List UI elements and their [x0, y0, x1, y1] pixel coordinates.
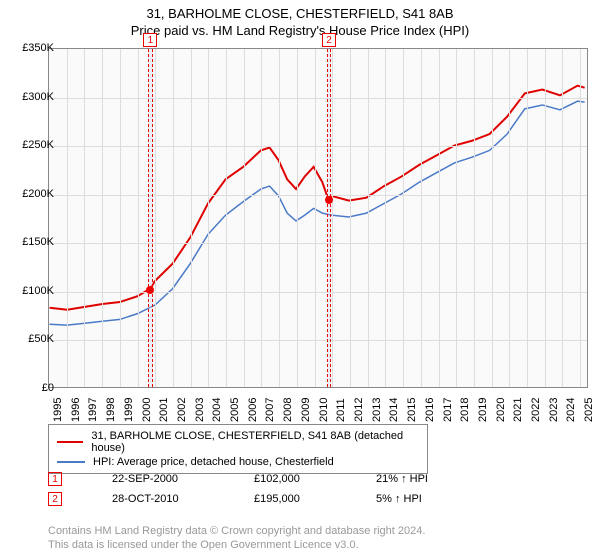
x-axis-label: 2020: [495, 398, 507, 422]
footnotes: 1 22-SEP-2000 £102,000 21% ↑ HPI 2 28-OC…: [48, 472, 428, 512]
chart-subtitle: Price paid vs. HM Land Registry's House …: [0, 23, 600, 38]
x-axis-label: 2010: [318, 398, 330, 422]
y-axis-label: £300K: [10, 91, 54, 103]
legend-row: 31, BARHOLME CLOSE, CHESTERFIELD, S41 8A…: [57, 429, 419, 455]
legend-label-hpi: HPI: Average price, detached house, Ches…: [93, 456, 334, 468]
y-axis-label: £200K: [10, 188, 54, 200]
footnote-row: 1 22-SEP-2000 £102,000 21% ↑ HPI: [48, 472, 428, 486]
footnote-row: 2 28-OCT-2010 £195,000 5% ↑ HPI: [48, 492, 428, 506]
x-axis-label: 2019: [477, 398, 489, 422]
x-axis-label: 2021: [512, 398, 524, 422]
x-axis-label: 2022: [530, 398, 542, 422]
x-axis-label: 1998: [105, 398, 117, 422]
y-axis-label: £100K: [10, 285, 54, 297]
x-axis-label: 2023: [548, 398, 560, 422]
copyright-line: This data is licensed under the Open Gov…: [48, 538, 425, 552]
x-axis-label: 2006: [247, 398, 259, 422]
x-axis-label: 2002: [176, 398, 188, 422]
x-axis-label: 2001: [158, 398, 170, 422]
footnote-price: £102,000: [254, 473, 344, 485]
y-axis-label: £150K: [10, 236, 54, 248]
footnote-badge: 1: [48, 472, 62, 486]
footnote-date: 22-SEP-2000: [112, 473, 222, 485]
copyright: Contains HM Land Registry data © Crown c…: [48, 524, 425, 553]
x-axis-label: 1995: [52, 398, 64, 422]
x-axis-label: 2000: [141, 398, 153, 422]
chart-container: 31, BARHOLME CLOSE, CHESTERFIELD, S41 8A…: [0, 0, 600, 560]
x-axis-label: 2016: [424, 398, 436, 422]
x-axis-label: 2003: [194, 398, 206, 422]
footnote-date: 28-OCT-2010: [112, 493, 222, 505]
footnote-price: £195,000: [254, 493, 344, 505]
x-axis-label: 2009: [300, 398, 312, 422]
y-axis-label: £0: [10, 382, 54, 394]
footnote-delta: 21% ↑ HPI: [376, 473, 428, 485]
x-axis-label: 2017: [442, 398, 454, 422]
sale-marker-label: 2: [322, 33, 336, 47]
x-axis-label: 1997: [87, 398, 99, 422]
title-block: 31, BARHOLME CLOSE, CHESTERFIELD, S41 8A…: [0, 0, 600, 42]
legend-row: HPI: Average price, detached house, Ches…: [57, 455, 419, 469]
x-axis-label: 2005: [229, 398, 241, 422]
footnote-badge: 2: [48, 492, 62, 506]
x-axis-label: 1996: [70, 398, 82, 422]
x-axis-label: 2012: [353, 398, 365, 422]
chart-svg: [49, 49, 587, 387]
x-axis-label: 2007: [264, 398, 276, 422]
x-axis-label: 2004: [211, 398, 223, 422]
sale-marker-dot: [146, 286, 154, 294]
sale-marker-label: 1: [143, 33, 157, 47]
y-axis-label: £350K: [10, 42, 54, 54]
x-axis-label: 2014: [388, 398, 400, 422]
y-axis-label: £250K: [10, 139, 54, 151]
sale-marker-dot: [325, 196, 333, 204]
legend-swatch-property: [57, 441, 83, 443]
x-axis-label: 2011: [335, 398, 347, 422]
legend: 31, BARHOLME CLOSE, CHESTERFIELD, S41 8A…: [48, 424, 428, 474]
sale-marker-band: [327, 49, 332, 387]
x-axis-label: 2015: [406, 398, 418, 422]
sale-marker-band: [148, 49, 153, 387]
y-axis-label: £50K: [10, 333, 54, 345]
series-line-property: [50, 86, 585, 310]
x-axis-label: 2008: [282, 398, 294, 422]
x-axis-label: 1999: [123, 398, 135, 422]
x-axis-label: 2018: [459, 398, 471, 422]
footnote-delta: 5% ↑ HPI: [376, 493, 422, 505]
legend-label-property: 31, BARHOLME CLOSE, CHESTERFIELD, S41 8A…: [91, 430, 419, 454]
x-axis-label: 2013: [371, 398, 383, 422]
chart-plot-area: 12: [48, 48, 588, 388]
legend-swatch-hpi: [57, 461, 85, 463]
x-axis-label: 2025: [583, 398, 595, 422]
x-axis-label: 2024: [565, 398, 577, 422]
chart-title: 31, BARHOLME CLOSE, CHESTERFIELD, S41 8A…: [0, 6, 600, 21]
copyright-line: Contains HM Land Registry data © Crown c…: [48, 524, 425, 538]
